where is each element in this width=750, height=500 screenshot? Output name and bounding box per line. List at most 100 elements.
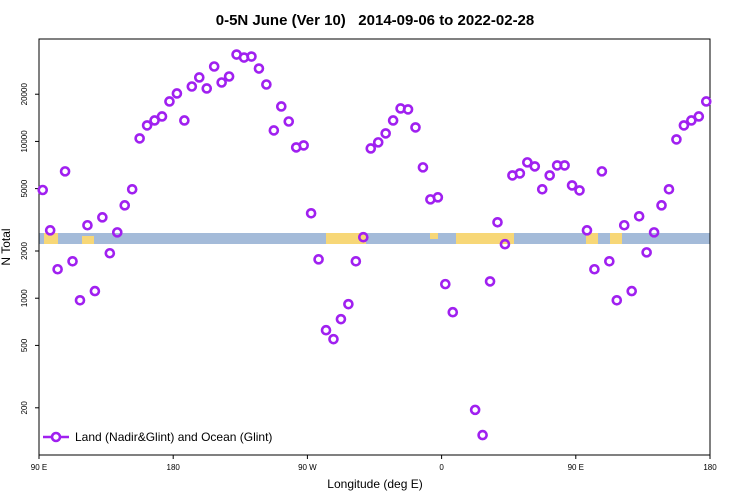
point — [171, 88, 183, 99]
point — [693, 111, 705, 122]
point — [686, 115, 697, 126]
point — [365, 143, 377, 154]
point — [104, 247, 116, 259]
point — [320, 324, 332, 336]
point — [477, 429, 488, 441]
point — [350, 255, 362, 267]
point — [268, 125, 280, 136]
point — [335, 313, 347, 325]
legend-label: Land (Nadir&Glint) and Ocean (Glint) — [75, 430, 272, 444]
point — [447, 306, 459, 318]
point — [298, 140, 309, 151]
point — [328, 333, 339, 345]
point — [641, 247, 652, 258]
point — [417, 162, 429, 173]
point — [387, 115, 399, 126]
x-tick-label: 90 E — [568, 463, 584, 472]
point — [604, 255, 615, 267]
point — [193, 72, 205, 83]
point — [529, 161, 541, 172]
point — [223, 71, 235, 82]
point — [59, 166, 71, 177]
point — [74, 294, 86, 306]
point — [611, 294, 623, 306]
x-axis-label: Longitude (deg E) — [327, 477, 422, 491]
point — [253, 63, 265, 74]
point — [52, 263, 63, 275]
point — [402, 104, 414, 115]
point — [372, 137, 384, 148]
point — [141, 120, 153, 131]
x-tick-label: 180 — [167, 463, 181, 472]
chart-title: 0-5N June (Ver 10) 2014-09-06 to 2022-02… — [216, 12, 535, 29]
point — [276, 101, 287, 112]
y-axis-label: N Total — [0, 228, 13, 265]
point — [313, 254, 324, 265]
y-tick-label: 500 — [20, 338, 29, 352]
surface-strip — [39, 233, 710, 244]
point — [440, 278, 451, 290]
point — [671, 134, 682, 145]
point — [149, 115, 160, 126]
point — [134, 133, 145, 144]
point — [574, 185, 585, 196]
point — [566, 180, 578, 191]
point — [618, 219, 630, 231]
point — [469, 404, 481, 416]
point — [216, 77, 227, 88]
point — [544, 170, 556, 181]
point — [358, 231, 369, 243]
point — [97, 212, 108, 223]
point — [119, 200, 131, 211]
x-tick-label: 90 W — [298, 463, 317, 472]
point — [111, 227, 123, 238]
point — [164, 96, 175, 107]
point — [126, 184, 138, 195]
point — [343, 298, 354, 310]
point — [261, 79, 272, 90]
point — [208, 61, 220, 72]
y-tick-label: 10000 — [20, 130, 29, 153]
y-tick-label: 200 — [20, 401, 29, 415]
point — [492, 216, 503, 228]
point — [514, 168, 526, 179]
point — [484, 276, 496, 287]
point — [432, 192, 444, 203]
y-tick-label: 2000 — [20, 242, 29, 260]
x-tick-label: 0 — [439, 463, 444, 472]
point — [633, 210, 645, 222]
point — [380, 128, 391, 139]
point — [82, 219, 93, 231]
point — [89, 285, 101, 297]
point — [67, 255, 78, 267]
point — [246, 51, 257, 62]
point — [156, 111, 168, 122]
point — [656, 200, 667, 211]
point — [559, 160, 570, 171]
point — [581, 225, 593, 236]
point — [626, 285, 638, 297]
point — [648, 227, 660, 238]
point — [44, 225, 56, 236]
point — [596, 166, 608, 177]
point — [536, 184, 548, 195]
point — [499, 238, 511, 250]
point — [678, 120, 690, 131]
legend-marker — [50, 431, 62, 443]
point — [663, 184, 675, 195]
point — [283, 116, 295, 127]
point — [305, 207, 317, 219]
y-tick-label: 5000 — [20, 179, 29, 197]
point — [186, 81, 198, 92]
x-tick-label: 90 E — [31, 463, 47, 472]
point — [589, 263, 600, 275]
y-tick-label: 1000 — [20, 289, 29, 307]
point — [179, 115, 190, 126]
x-tick-label: 180 — [703, 463, 717, 472]
y-tick-label: 20000 — [20, 83, 29, 106]
plot-frame — [38, 38, 711, 456]
point — [410, 122, 421, 133]
point — [700, 96, 712, 107]
point — [37, 184, 49, 196]
